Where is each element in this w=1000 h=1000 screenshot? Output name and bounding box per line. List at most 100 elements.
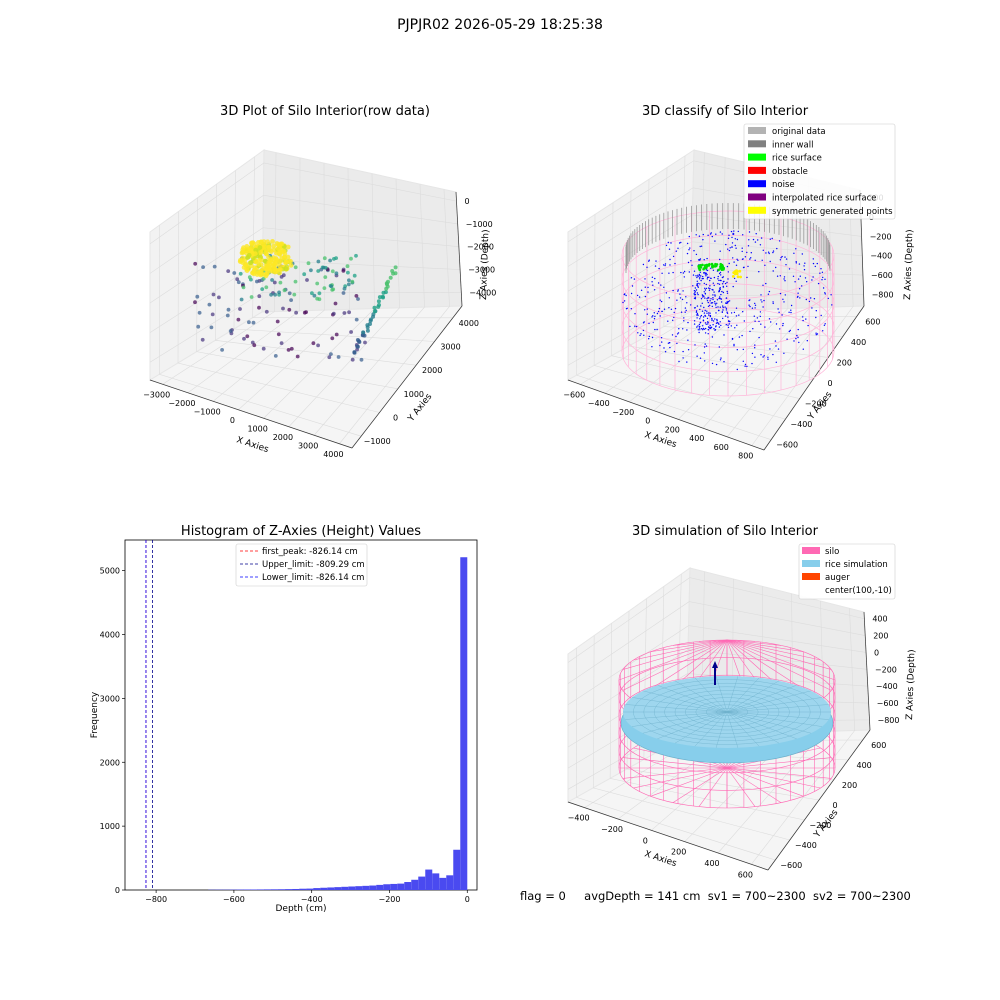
noise-point: [729, 247, 731, 249]
silo-spoke: [726, 767, 804, 797]
noise-point: [702, 296, 704, 298]
data-point: [277, 290, 281, 295]
data-point: [388, 275, 393, 280]
legend-label: noise: [772, 180, 795, 190]
histogram-bar: [264, 889, 272, 890]
noise-point: [772, 353, 774, 356]
noise-point: [772, 250, 775, 252]
noise-point: [788, 268, 791, 270]
data-point: [330, 336, 335, 341]
noise-point: [698, 327, 701, 329]
panel2-title: 3D classify of Silo Interior: [641, 104, 809, 119]
data-point: [346, 282, 351, 287]
noise-point: [721, 283, 724, 285]
p3-axes-frame: [124, 539, 478, 891]
noise-point: [813, 298, 816, 300]
surface-mesh: [657, 685, 728, 713]
noise-point: [701, 302, 703, 304]
data-point: [341, 269, 346, 273]
noise-point: [707, 329, 710, 331]
noise-point: [663, 286, 665, 288]
noise-point: [823, 324, 826, 326]
data-point: [273, 260, 278, 266]
noise-point: [721, 276, 724, 279]
noise-point: [749, 305, 751, 308]
noise-point: [677, 247, 679, 249]
grid-line: [567, 625, 867, 705]
histogram-bar: [348, 886, 356, 890]
noise-point: [706, 310, 708, 312]
noise-point: [695, 275, 697, 277]
noise-point: [755, 233, 757, 235]
noise-point: [714, 301, 716, 303]
noise-point: [695, 311, 698, 313]
data-point: [349, 256, 353, 261]
noise-point: [697, 285, 699, 287]
noise-point: [708, 312, 710, 314]
x-tick-label: −600: [563, 390, 585, 399]
data-point: [302, 272, 307, 277]
noise-point: [703, 328, 705, 330]
noise-point: [694, 296, 697, 298]
noise-point: [694, 298, 697, 300]
noise-point: [709, 287, 711, 290]
p4-tick-labels: −400 −200 0 200 400 600 −600 −400 −200 0 200 400 600…: [568, 615, 900, 880]
noise-point: [711, 362, 714, 365]
noise-point: [704, 273, 707, 275]
noise-point: [707, 276, 709, 279]
noise-point: [704, 360, 706, 362]
data-point: [276, 258, 282, 264]
noise-point: [760, 294, 762, 296]
noise-point: [633, 278, 636, 280]
noise-point: [758, 271, 760, 273]
legend-box: [743, 123, 896, 220]
symmetric-point: [739, 275, 742, 279]
noise-point: [686, 302, 688, 304]
noise-point: [742, 360, 744, 362]
noise-point: [653, 312, 655, 314]
rice-surface-point: [698, 268, 702, 272]
data-point: [266, 244, 272, 250]
grid-line: [215, 184, 417, 366]
noise-point: [754, 344, 756, 346]
noise-point: [750, 252, 752, 254]
data-point: [228, 329, 233, 333]
noise-point: [802, 319, 804, 322]
footer-avg-depth: avgDepth = 141 cm: [584, 889, 701, 903]
data-point: [252, 251, 258, 256]
noise-point: [705, 323, 707, 325]
noise-point: [678, 242, 681, 244]
noise-point: [712, 282, 714, 284]
noise-point: [719, 321, 721, 323]
data-point: [253, 247, 259, 253]
noise-point: [700, 314, 703, 317]
noise-point: [677, 289, 679, 291]
noise-point: [697, 275, 699, 278]
noise-point: [816, 333, 819, 335]
noise-point: [691, 264, 693, 266]
data-point: [239, 250, 245, 256]
noise-point: [669, 258, 671, 261]
x-tick-label: 3000: [298, 441, 318, 450]
data-point: [332, 257, 336, 261]
noise-point: [728, 300, 731, 302]
x-tick-label: 400: [689, 434, 704, 443]
noise-point: [700, 245, 703, 247]
legend-label: original data: [772, 127, 826, 137]
noise-point: [727, 271, 729, 273]
data-point: [278, 280, 283, 285]
y-tick-label: 0: [115, 886, 120, 895]
noise-point: [790, 309, 792, 311]
legend-label: rice surface: [772, 154, 822, 164]
noise-point: [808, 300, 811, 303]
noise-point: [764, 264, 766, 266]
data-point: [209, 325, 214, 330]
data-point: [331, 311, 336, 316]
grid-line: [580, 152, 705, 385]
data-point: [329, 352, 333, 356]
noise-point: [699, 245, 701, 248]
data-point: [309, 268, 313, 273]
noise-point: [705, 272, 708, 274]
noise-point: [720, 298, 722, 300]
data-point: [247, 260, 253, 266]
